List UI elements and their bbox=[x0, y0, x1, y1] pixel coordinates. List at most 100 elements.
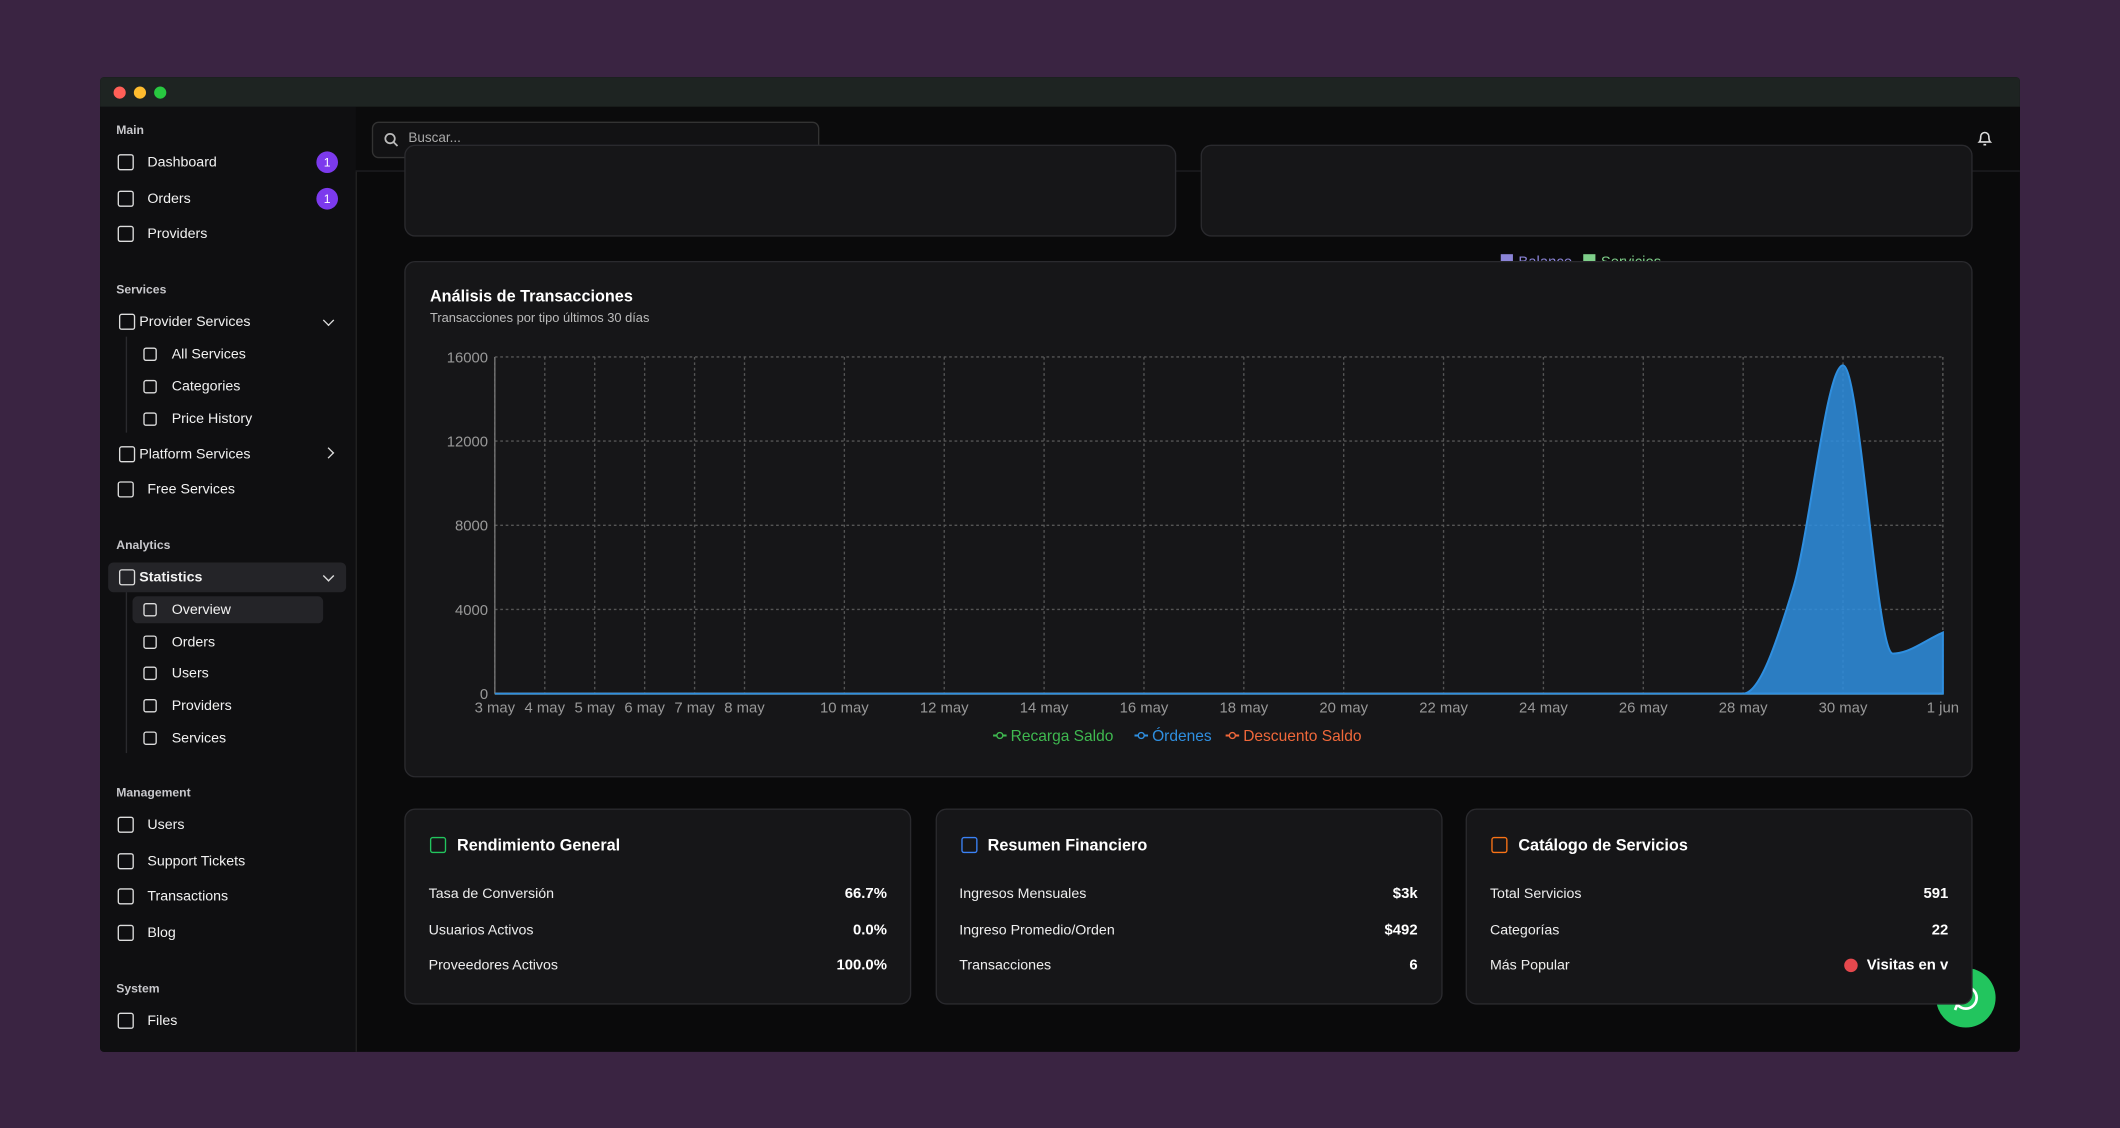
bell-icon[interactable] bbox=[1977, 130, 1993, 148]
nav-subitem[interactable]: Providers bbox=[172, 691, 232, 721]
x-tick-label: 10 may bbox=[820, 701, 869, 717]
x-tick-label: 14 may bbox=[1020, 701, 1069, 717]
section-title: System bbox=[116, 982, 159, 996]
search-icon bbox=[384, 132, 399, 147]
close-dot[interactable] bbox=[114, 87, 126, 99]
x-tick-label: 24 may bbox=[1519, 701, 1568, 717]
min-dot[interactable] bbox=[134, 87, 146, 99]
y-tick-label: 16000 bbox=[447, 350, 488, 366]
x-tick-label: 30 may bbox=[1819, 701, 1868, 717]
nav-icon bbox=[118, 925, 134, 941]
nav-subitem[interactable]: Users bbox=[172, 659, 209, 689]
row-value: 591 bbox=[1923, 886, 1948, 902]
x-tick-label: 22 may bbox=[1419, 701, 1468, 717]
nav-icon bbox=[118, 190, 134, 206]
nav-subitem[interactable]: All Services bbox=[172, 339, 246, 369]
nav-item[interactable]: Users bbox=[147, 810, 184, 840]
section-title: Analytics bbox=[116, 538, 170, 552]
row-value: 6 bbox=[1409, 958, 1417, 974]
chevron bbox=[323, 447, 334, 458]
nav-icon bbox=[143, 731, 157, 745]
x-tick-label: 6 may bbox=[624, 701, 665, 717]
card-title: Resumen Financiero bbox=[988, 836, 1148, 855]
row-value: 22 bbox=[1932, 922, 1949, 938]
nav-item[interactable]: Provider Services bbox=[139, 307, 250, 337]
x-tick-label: 3 may bbox=[475, 701, 516, 717]
section-title: Main bbox=[116, 123, 144, 137]
section-title: Services bbox=[116, 283, 166, 297]
nav-item[interactable]: Orders bbox=[147, 183, 190, 213]
row-value: $492 bbox=[1385, 922, 1418, 938]
x-tick-label: 7 may bbox=[674, 701, 715, 717]
nav-item[interactable]: Statistics bbox=[139, 563, 202, 593]
nav-item[interactable]: Files bbox=[147, 1006, 177, 1036]
card-icon bbox=[1491, 837, 1507, 853]
nav-icon bbox=[118, 482, 134, 498]
row-value: Visitas en v bbox=[1867, 958, 1949, 974]
nav-item[interactable]: Blog bbox=[147, 918, 175, 948]
nav-subitem[interactable]: Overview bbox=[172, 595, 231, 625]
row-value: 0.0% bbox=[853, 922, 887, 938]
nav-subitem[interactable]: Orders bbox=[172, 627, 215, 657]
nav-icon bbox=[118, 853, 134, 869]
x-tick-label: 28 may bbox=[1719, 701, 1768, 717]
card-icon bbox=[430, 837, 446, 853]
chevron bbox=[323, 315, 334, 326]
x-tick-label: 5 may bbox=[574, 701, 615, 717]
legend-label: Descuento Saldo bbox=[1243, 728, 1361, 745]
nav-icon bbox=[143, 635, 157, 649]
nav-subitem[interactable]: Categories bbox=[172, 372, 241, 402]
section-title: Management bbox=[116, 786, 190, 800]
tree-line bbox=[126, 337, 127, 433]
row-label: Transacciones bbox=[959, 958, 1051, 974]
x-tick-label: 18 may bbox=[1219, 701, 1268, 717]
legend-label: Órdenes bbox=[1152, 728, 1212, 745]
x-tick-label: 8 may bbox=[724, 701, 765, 717]
x-tick-label: 20 may bbox=[1319, 701, 1368, 717]
legend-dot bbox=[1229, 733, 1235, 739]
nav-item[interactable]: Free Services bbox=[147, 475, 235, 505]
card-title: Rendimiento General bbox=[457, 836, 620, 855]
nav-item[interactable]: Support Tickets bbox=[147, 846, 245, 876]
row-label: Total Servicios bbox=[1490, 886, 1582, 902]
x-tick-label: 16 may bbox=[1120, 701, 1169, 717]
nav-icon bbox=[119, 569, 135, 585]
row-label: Más Popular bbox=[1490, 958, 1570, 974]
max-dot[interactable] bbox=[154, 87, 166, 99]
nav-icon bbox=[143, 380, 157, 394]
x-tick-label: 1 jun bbox=[1927, 701, 1959, 717]
title-bar bbox=[100, 77, 2020, 107]
top-card-right: Balance Servicios bbox=[1201, 145, 1973, 237]
nav-item[interactable]: Dashboard bbox=[147, 147, 216, 177]
nav-item[interactable]: Transactions bbox=[147, 882, 228, 912]
y-tick-label: 8000 bbox=[455, 519, 488, 535]
x-tick-label: 26 may bbox=[1619, 701, 1668, 717]
area bbox=[495, 365, 1943, 693]
chart-card: Análisis de Transacciones Transacciones … bbox=[404, 261, 1972, 777]
nav-icon bbox=[118, 226, 134, 242]
nav-icon bbox=[118, 889, 134, 905]
nav-item[interactable]: Platform Services bbox=[139, 439, 250, 469]
nav-subitem[interactable]: Price History bbox=[172, 404, 252, 434]
nav-icon bbox=[118, 154, 134, 170]
card-icon bbox=[961, 837, 977, 853]
nav-subitem[interactable]: Services bbox=[172, 723, 226, 753]
row-label: Ingreso Promedio/Orden bbox=[959, 922, 1114, 938]
nav-icon bbox=[119, 445, 135, 461]
nav-icon bbox=[118, 1013, 134, 1029]
stats-card: Catálogo de Servicios Total Servicios 591 C… bbox=[1466, 809, 1973, 1005]
row-value: 100.0% bbox=[836, 958, 886, 974]
nav-icon bbox=[143, 699, 157, 713]
legend-dot bbox=[1138, 733, 1144, 739]
card-title: Catálogo de Servicios bbox=[1518, 836, 1688, 855]
nav-item[interactable]: Providers bbox=[147, 220, 207, 250]
row-label: Categorías bbox=[1490, 922, 1559, 938]
tree-line bbox=[126, 592, 127, 752]
badge: 1 bbox=[316, 151, 338, 173]
